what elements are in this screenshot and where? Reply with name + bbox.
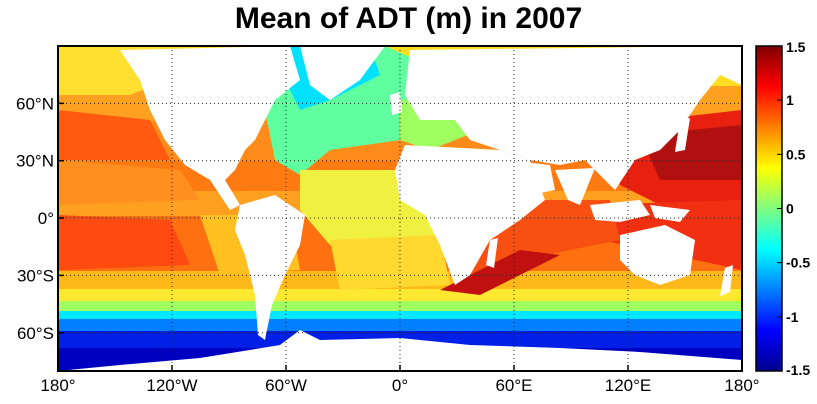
lat-tick-label: 30°N [16,152,54,171]
lon-tick-label: 0° [392,376,408,395]
colorbar-tick-label: 1.5 [786,39,806,55]
lon-tick-label: 60°W [265,376,307,395]
chart-title: Mean of ADT (m) in 2007 [234,2,583,35]
lon-tick-label: 180° [724,376,759,395]
colorbar-tick-label: -1.5 [786,362,810,378]
colorbar-tick-label: -0.5 [786,255,810,271]
colorbar-tick-label: -1 [786,309,799,325]
lat-tick-label: 60°N [16,94,54,113]
longitude-axis: 180° 120°W 60°W 0° 60°E 120°E 180° [40,365,760,395]
latitude-axis: 60°N 30°N 0° 30°S 60°S [16,94,64,343]
lat-tick-label: 30°S [17,266,54,285]
lon-tick-label: 60°E [495,376,532,395]
lon-tick-label: 180° [40,376,75,395]
lon-tick-label: 120°E [605,376,652,395]
colorbar-tick-label: 1 [786,92,794,108]
land [58,46,742,371]
colorbar-ticks: 1.5 1 0.5 0 -0.5 -1 -1.5 [777,39,810,378]
lat-tick-label: 0° [38,209,54,228]
lat-tick-label: 60°S [17,324,54,343]
colorbar-tick-label: 0.5 [786,146,806,162]
colorbar-tick-label: 0 [786,201,794,217]
lon-tick-label: 120°W [146,376,197,395]
ocean-field [58,46,742,371]
